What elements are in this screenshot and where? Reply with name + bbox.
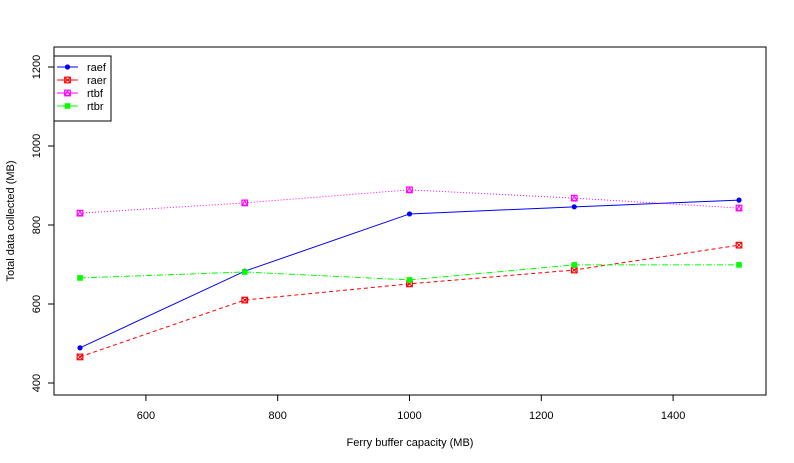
x-tick-label: 600: [137, 410, 155, 422]
legend-item-raer: raer: [57, 75, 107, 87]
series-line: [79, 244, 740, 358]
point-marker: [406, 186, 413, 193]
series-rtbr: [77, 262, 742, 283]
y-axis: 400 600 800 1000 1200: [31, 55, 54, 392]
series-rtbf: [76, 186, 743, 217]
x-tick-label: 1400: [661, 410, 685, 422]
x-tick-label: 1200: [529, 410, 553, 422]
legend-label: rtbr: [87, 101, 104, 113]
legend-item-rtbr: rtbr: [57, 101, 104, 113]
point-marker: [241, 296, 249, 304]
point-marker: [736, 262, 742, 268]
point-marker: [735, 241, 743, 249]
series-raef: [77, 197, 742, 351]
series-lines: [76, 186, 743, 361]
point-marker: [571, 194, 578, 201]
point-marker: [571, 266, 578, 274]
point-marker: [571, 204, 577, 210]
legend-item-raef: raef: [57, 62, 107, 74]
y-tick-label: 800: [31, 216, 43, 234]
series-line: [79, 189, 740, 214]
x-axis: 600 800 1000 1200 1400: [137, 395, 685, 422]
y-tick-label: 600: [31, 295, 43, 313]
point-marker: [64, 89, 71, 96]
series-line: [79, 199, 740, 349]
legend-label: raer: [87, 75, 107, 87]
point-marker: [64, 76, 71, 84]
series-raer: [76, 241, 743, 361]
y-tick-label: 1200: [31, 55, 43, 79]
point-marker: [76, 209, 84, 216]
point-marker: [77, 345, 83, 351]
y-tick-label: 1000: [31, 134, 43, 158]
point-marker: [64, 103, 71, 109]
point-marker: [64, 64, 71, 70]
x-axis-label: Ferry buffer capacity (MB): [347, 437, 474, 449]
plot-area-frame: [53, 46, 767, 396]
point-marker: [406, 211, 413, 217]
point-marker: [735, 204, 743, 211]
legend-label: rtbf: [87, 88, 104, 100]
point-marker: [735, 241, 743, 249]
point-marker: [241, 199, 248, 206]
series-line: [79, 264, 739, 281]
point-marker: [406, 277, 413, 283]
point-marker: [736, 197, 742, 203]
x-tick-label: 800: [269, 410, 287, 422]
legend-label: raef: [87, 62, 107, 74]
point-marker: [77, 275, 83, 281]
legend-item-rtbf: rtbf: [57, 88, 104, 100]
point-marker: [241, 296, 248, 304]
point-marker: [76, 353, 84, 361]
point-marker: [571, 262, 578, 268]
y-axis-label: Total data collected (MB): [5, 160, 17, 281]
y-tick-label: 400: [31, 374, 43, 392]
point-marker: [64, 76, 71, 84]
x-tick-label: 1000: [397, 410, 421, 422]
point-marker: [76, 353, 84, 361]
point-marker: [241, 269, 248, 275]
